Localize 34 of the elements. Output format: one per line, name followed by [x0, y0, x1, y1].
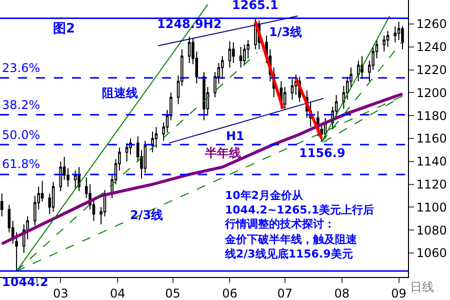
x-tick-label: 03 [53, 286, 68, 300]
annotation: 23.6% [2, 61, 40, 75]
y-tick-label: 1200 [416, 86, 447, 100]
x-tick-label: 08 [334, 286, 350, 300]
annotation: 1044.2 [2, 275, 48, 289]
x-tick-label: 04 [110, 286, 126, 300]
y-tick-label: 1120 [416, 177, 447, 192]
annotation: 2/3线 [130, 208, 164, 222]
y-tick-label: 1100 [416, 200, 447, 214]
annotation: 10年2月金价从1044.2~1265.1美元上行后行情调整的技术探讨： [224, 189, 374, 231]
series-label: 半年线 [204, 146, 241, 160]
y-tick-label: 1080 [416, 223, 447, 238]
y-tick-label: 1180 [416, 108, 447, 123]
x-tick-label: 06 [222, 286, 238, 300]
annotation: 1265.1 [232, 0, 278, 12]
annotation: 61.8% [2, 157, 40, 171]
annotation: 阻速线 [102, 86, 138, 100]
y-tick-label: 1160 [416, 132, 447, 146]
annotation: 金价下破半年线，触及阻速线2/3线见底1156.9美元 [224, 233, 358, 260]
annotation: 38.2% [2, 98, 40, 112]
x-tick-label: 07 [277, 286, 292, 300]
annotation: H1 [226, 129, 244, 143]
annotation: 1/3线 [269, 25, 302, 39]
x-tick-label: 05 [165, 286, 180, 300]
x-tick-label: 09 [391, 286, 406, 300]
y-tick-label: 1260 [416, 17, 447, 32]
y-tick-label: 1060 [416, 246, 447, 260]
annotation: 1156.9 [299, 146, 346, 160]
y-tick-label: 1220 [416, 63, 447, 78]
y-tick-label: 1140 [416, 154, 447, 169]
y-tick-label: 1240 [416, 40, 447, 54]
x-axis-title: 日线 [410, 280, 434, 294]
annotation: 50.0% [2, 128, 40, 142]
text: 图2 [53, 21, 76, 36]
